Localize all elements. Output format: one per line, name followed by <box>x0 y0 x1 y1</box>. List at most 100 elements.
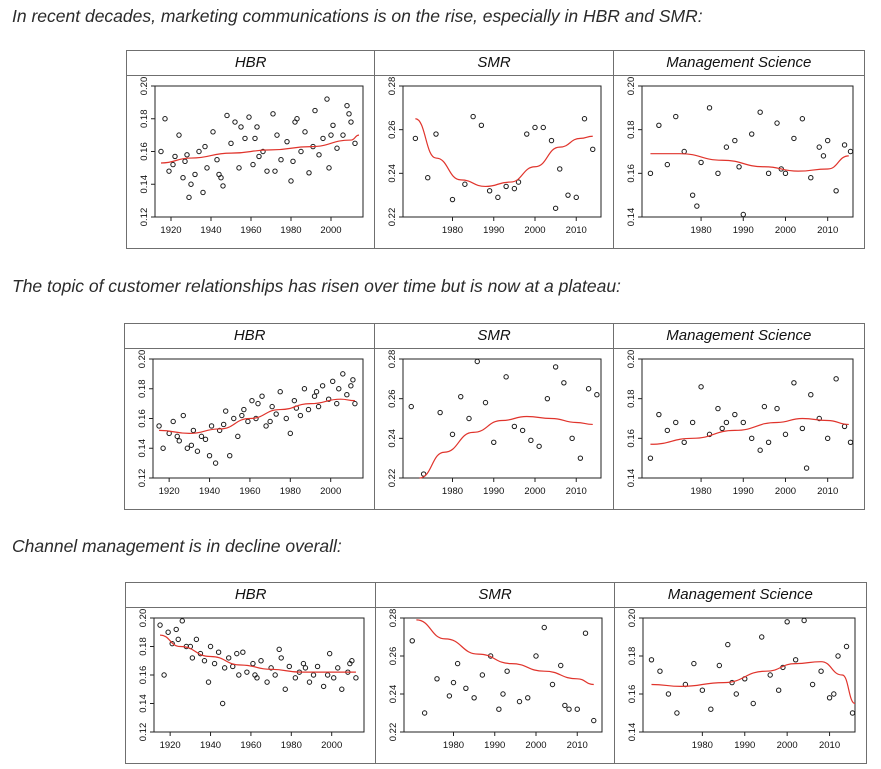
figure-marketing-communications: HBR 0.12 0.14 0.16 0.18 0.20 1920 1940 1960 1980 2… <box>126 50 865 249</box>
data-point <box>238 124 244 130</box>
data-point <box>324 96 330 102</box>
data-point <box>204 165 210 171</box>
data-point <box>843 643 849 650</box>
data-point <box>250 161 256 168</box>
data-point <box>222 408 229 414</box>
data-point <box>706 431 712 438</box>
data-point <box>255 400 261 407</box>
data-point <box>425 175 431 181</box>
x-tick-label: 1990 <box>734 740 755 751</box>
x-tick-label: 1990 <box>484 486 505 497</box>
data-point <box>525 695 531 701</box>
data-point <box>259 393 265 399</box>
data-point <box>818 668 824 674</box>
data-point <box>346 111 352 117</box>
data-point <box>540 124 547 131</box>
data-point <box>165 629 171 635</box>
data-points <box>647 376 853 471</box>
y-tick-label: 0.12 <box>138 723 149 742</box>
x-tick-label: 1980 <box>442 486 463 497</box>
data-point <box>232 119 238 125</box>
data-point <box>736 164 742 170</box>
data-point <box>849 710 855 716</box>
panel-title: HBR <box>126 583 376 608</box>
data-point <box>179 618 185 624</box>
data-point <box>324 672 331 678</box>
data-point <box>807 175 814 181</box>
data-point <box>758 634 765 640</box>
x-tick-label: 2010 <box>817 225 838 236</box>
data-point <box>250 660 256 667</box>
data-point <box>172 153 178 160</box>
data-point <box>272 168 278 174</box>
data-point <box>558 662 564 669</box>
data-point <box>782 431 788 438</box>
plot-frame <box>402 85 602 218</box>
data-point <box>690 660 697 667</box>
data-point <box>545 395 551 402</box>
data-point <box>294 116 300 122</box>
data-point <box>647 170 653 177</box>
data-point <box>557 166 563 172</box>
data-point <box>500 691 507 697</box>
x-tick-label: 2000 <box>776 740 797 751</box>
data-point <box>160 445 166 451</box>
data-point <box>214 156 220 163</box>
data-point <box>455 660 461 667</box>
data-point <box>503 183 510 190</box>
data-point <box>170 161 176 168</box>
y-tick-label: 0.18 <box>626 120 637 139</box>
data-points <box>413 113 596 211</box>
data-points <box>156 371 358 466</box>
data-point <box>180 175 186 181</box>
x-tick-label: 1940 <box>199 486 220 497</box>
data-point <box>314 663 321 670</box>
data-point <box>352 400 358 407</box>
data-point <box>201 658 208 664</box>
data-point <box>740 419 746 426</box>
data-point <box>698 384 704 390</box>
data-point <box>200 189 206 196</box>
x-tick-label: 1920 <box>160 225 181 236</box>
data-point <box>757 447 763 453</box>
data-point <box>512 423 518 430</box>
scatter-plot: 0.12 0.14 0.16 0.18 0.20 1920 1940 1960 1980 2000 <box>138 609 365 751</box>
data-point <box>664 427 670 434</box>
data-point <box>665 691 671 697</box>
data-point <box>463 685 469 692</box>
data-point <box>194 448 201 454</box>
data-point <box>267 418 273 425</box>
data-point <box>573 194 580 201</box>
data-point <box>227 452 233 459</box>
data-point <box>311 393 318 399</box>
panel-title: SMR <box>376 583 614 608</box>
y-tick-label: 0.18 <box>137 380 148 399</box>
caption-marketing-communications: In recent decades, marketing communicati… <box>12 6 703 26</box>
panel-management-science: Management Science 0.14 0.16 0.18 0.20 1980 19… <box>613 51 864 248</box>
x-tick-label: 2000 <box>525 225 546 236</box>
trend-line <box>650 153 849 172</box>
y-tick-label: 0.18 <box>138 637 149 656</box>
y-tick-label: 0.14 <box>138 694 149 713</box>
data-point <box>189 655 196 661</box>
data-point <box>731 411 738 418</box>
data-point <box>801 617 807 624</box>
data-point <box>503 374 510 380</box>
data-point <box>724 641 731 648</box>
data-point <box>483 399 489 406</box>
data-point <box>334 400 340 407</box>
data-point <box>216 171 222 178</box>
data-points <box>648 617 855 716</box>
data-point <box>220 421 227 428</box>
scatter-plot: 0.22 0.24 0.26 0.28 1980 1990 2000 2010 <box>388 609 603 751</box>
data-point <box>541 624 548 631</box>
data-point <box>847 439 853 446</box>
data-point <box>306 170 312 176</box>
data-point <box>719 425 725 432</box>
data-point <box>583 630 589 636</box>
trend-line <box>415 118 594 188</box>
data-point <box>268 665 274 671</box>
x-tick-label: 1920 <box>160 740 181 751</box>
data-point <box>451 679 457 686</box>
data-point <box>528 437 534 444</box>
